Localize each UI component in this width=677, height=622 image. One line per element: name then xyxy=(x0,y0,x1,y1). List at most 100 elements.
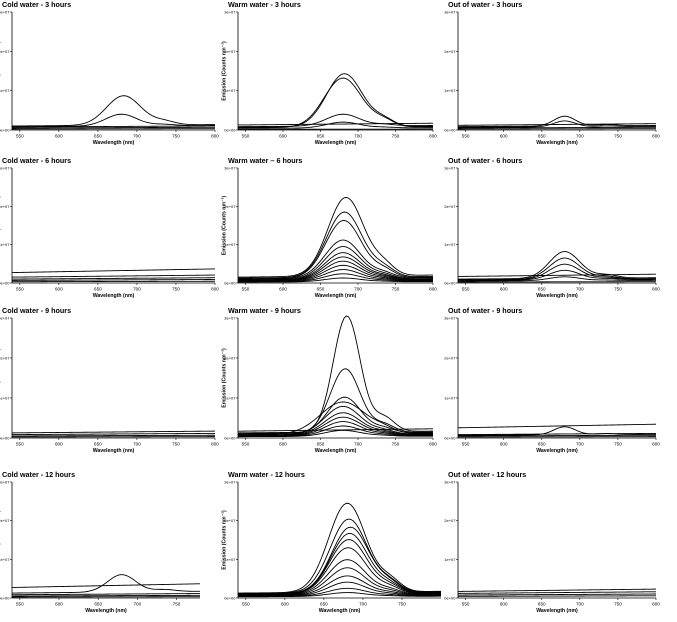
y-tick-label: 1e+07 xyxy=(444,242,456,247)
x-tick-label: 650 xyxy=(94,442,102,447)
y-axis-label: Emission (Counts nm⁻¹) xyxy=(222,510,228,570)
series-line-1 xyxy=(238,316,433,433)
y-tick-label: 2e+07 xyxy=(444,518,456,523)
chart-panel-1: Cold water - 3 hours5506006507007508000e… xyxy=(0,0,219,146)
chart-title: Warm water - 3 hours xyxy=(228,0,301,9)
x-tick-label: 800 xyxy=(429,287,437,292)
chart-title: Out of water - 12 hours xyxy=(448,470,526,479)
y-tick-label: 3e+07 xyxy=(0,166,10,171)
x-tick-label: 600 xyxy=(500,134,508,139)
x-tick-label: 800 xyxy=(429,134,437,139)
y-tick-label: 3e+07 xyxy=(444,316,456,321)
y-tick-label: 3e+07 xyxy=(0,480,10,485)
x-tick-label: 700 xyxy=(133,287,141,292)
x-tick-label: 650 xyxy=(538,602,546,607)
x-tick-label: 700 xyxy=(576,134,584,139)
y-tick-label: 2e+07 xyxy=(444,49,456,54)
x-tick-label: 550 xyxy=(462,134,470,139)
series-line-1 xyxy=(12,269,215,273)
y-tick-label: 3e+07 xyxy=(224,480,236,485)
y-tick-label: 1e+07 xyxy=(444,557,456,562)
series-line-6 xyxy=(238,548,441,595)
y-tick-label: 3e+07 xyxy=(444,10,456,15)
x-tick-label: 700 xyxy=(133,602,141,607)
y-tick-label: 0e+00 xyxy=(0,128,10,133)
x-axis-label: Wavelength (nm) xyxy=(85,608,127,614)
series-line-1 xyxy=(238,503,441,593)
x-tick-label: 550 xyxy=(462,287,470,292)
x-tick-label: 750 xyxy=(173,602,181,607)
y-tick-label: 0e+00 xyxy=(444,596,456,601)
chart-title: Warm water - 12 hours xyxy=(228,470,305,479)
series-line-3 xyxy=(458,594,656,595)
series-line-4 xyxy=(238,533,441,594)
x-tick-label: 650 xyxy=(94,134,102,139)
x-tick-label: 600 xyxy=(279,134,287,139)
x-tick-label: 650 xyxy=(538,442,546,447)
series-line-1 xyxy=(458,589,656,591)
x-tick-label: 650 xyxy=(317,287,325,292)
x-axis-label: Wavelength (nm) xyxy=(319,608,361,614)
x-tick-label: 600 xyxy=(500,602,508,607)
x-axis-label: Wavelength (nm) xyxy=(536,140,578,146)
x-axis-label: Wavelength (nm) xyxy=(536,608,578,614)
x-tick-label: 800 xyxy=(652,134,660,139)
x-tick-label: 550 xyxy=(16,442,24,447)
chart-title: Out of water - 3 hours xyxy=(448,0,522,9)
x-tick-label: 800 xyxy=(429,442,437,447)
series-line-2 xyxy=(12,275,215,277)
y-tick-label: 3e+07 xyxy=(444,480,456,485)
x-tick-label: 650 xyxy=(94,602,102,607)
x-tick-label: 750 xyxy=(172,442,180,447)
y-tick-label: 3e+07 xyxy=(224,166,236,171)
x-axis-label: Wavelength (nm) xyxy=(93,140,135,146)
y-tick-label: 3e+07 xyxy=(444,166,456,171)
y-tick-label: 2e+07 xyxy=(444,356,456,361)
x-axis-label: Wavelength (nm) xyxy=(93,448,135,454)
series-line-2 xyxy=(238,519,441,593)
y-tick-label: 1e+07 xyxy=(444,88,456,93)
x-tick-label: 700 xyxy=(576,602,584,607)
y-tick-label: 1e+07 xyxy=(0,396,10,401)
series-line-2 xyxy=(12,114,215,126)
chart-title: Warm water – 6 hours xyxy=(228,156,302,165)
series-line-3 xyxy=(12,594,200,595)
y-tick-label: 0e+00 xyxy=(224,281,236,286)
y-tick-label: 2e+07 xyxy=(0,204,10,209)
y-tick-label: 3e+07 xyxy=(224,316,236,321)
x-tick-label: 650 xyxy=(317,442,325,447)
x-tick-label: 750 xyxy=(398,602,406,607)
y-tick-label: 1e+07 xyxy=(0,557,10,562)
x-tick-label: 550 xyxy=(242,287,250,292)
series-line-2 xyxy=(458,592,656,594)
x-tick-label: 700 xyxy=(133,442,141,447)
y-tick-label: 2e+07 xyxy=(444,204,456,209)
chart-title: Warm water - 9 hours xyxy=(228,306,301,315)
chart-title: Cold water - 6 hours xyxy=(2,156,71,165)
x-tick-label: 600 xyxy=(55,287,63,292)
x-tick-label: 600 xyxy=(500,442,508,447)
y-tick-label: 0e+00 xyxy=(444,281,456,286)
x-tick-label: 700 xyxy=(354,287,362,292)
x-tick-label: 750 xyxy=(172,134,180,139)
x-tick-label: 600 xyxy=(55,134,63,139)
x-tick-label: 700 xyxy=(576,287,584,292)
x-tick-label: 550 xyxy=(242,442,250,447)
x-axis-label: Wavelength (nm) xyxy=(536,293,578,299)
x-tick-label: 600 xyxy=(279,442,287,447)
y-tick-label: 2e+07 xyxy=(0,49,10,54)
x-tick-label: 650 xyxy=(538,287,546,292)
series-line-2 xyxy=(238,212,433,278)
series-line-1 xyxy=(12,431,215,433)
x-tick-label: 650 xyxy=(320,602,328,607)
x-tick-label: 550 xyxy=(242,134,250,139)
y-axis-label: Emission (Counts nm⁻¹) xyxy=(0,195,2,255)
x-tick-label: 800 xyxy=(652,442,660,447)
x-tick-label: 800 xyxy=(211,287,219,292)
chart-panel-4: Cold water - 6 hours5506006507007508000e… xyxy=(0,156,219,299)
y-tick-label: 0e+00 xyxy=(224,128,236,133)
